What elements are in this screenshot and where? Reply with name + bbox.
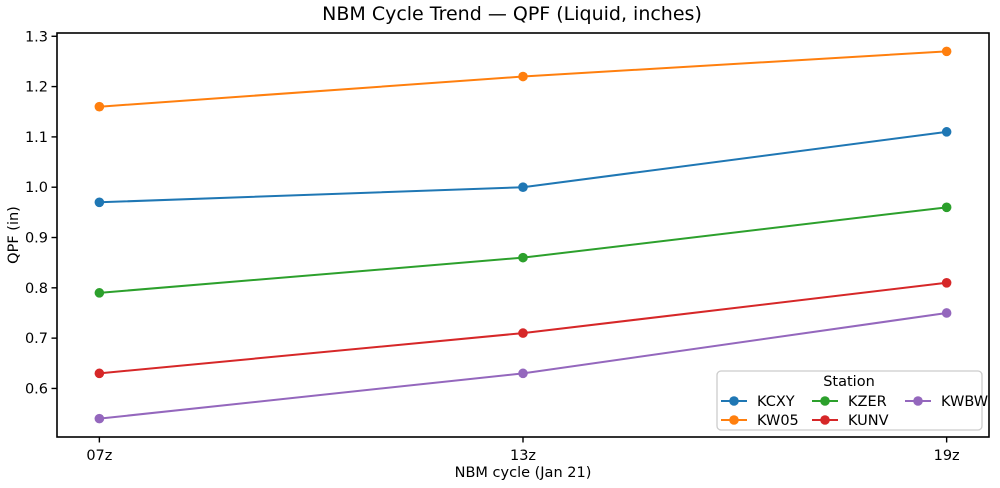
x-axis-label: NBM cycle (Jan 21) [455, 465, 592, 481]
data-point-marker [941, 46, 952, 57]
legend-marker [820, 396, 830, 406]
legend-entry-KCXY: KCXY [721, 394, 795, 410]
legend-marker [729, 396, 739, 406]
data-point-marker [518, 182, 528, 193]
legend-entry-KUNV: KUNV [812, 413, 889, 429]
y-tick-label: 1.1 [25, 130, 48, 146]
series-KW05 [94, 46, 952, 112]
legend: Station KCXY KW05 KZER KUNV KWBW [716, 370, 988, 431]
series-KZER [94, 202, 952, 298]
data-point-marker [518, 328, 528, 338]
legend-marker [913, 396, 923, 406]
legend-marker [729, 415, 739, 425]
chart-title: NBM Cycle Trend — QPF (Liquid, inches) [322, 3, 702, 25]
y-tick-label: 0.9 [25, 231, 48, 247]
legend-label: KZER [848, 394, 887, 410]
data-point-marker [94, 197, 105, 208]
data-point-marker [94, 368, 105, 379]
data-point-marker [941, 308, 952, 318]
y-tick-label: 0.6 [25, 381, 48, 397]
legend-entry-KW05: KW05 [721, 413, 799, 429]
legend-title: Station [823, 374, 875, 390]
legend-label: KWBW [941, 394, 988, 410]
data-point-marker [94, 288, 105, 298]
y-tick-label: 1.2 [25, 80, 48, 96]
data-point-marker [941, 127, 952, 137]
data-point-marker [941, 277, 952, 288]
data-point-marker [518, 252, 528, 263]
legend-entry-KWBW: KWBW [905, 394, 988, 410]
data-point-marker [94, 413, 105, 424]
y-axis-label: QPF (in) [6, 206, 22, 264]
legend-label: KUNV [848, 413, 889, 429]
y-tick-label: 0.7 [25, 331, 48, 347]
data-point-marker [941, 202, 952, 213]
y-tick-label: 1.3 [25, 29, 48, 45]
y-tick-label: 1.0 [25, 180, 48, 196]
x-tick-label: 13z [510, 448, 536, 464]
legend-box [716, 370, 983, 431]
series-KUNV [94, 277, 952, 379]
y-tick-label: 0.8 [25, 281, 48, 297]
series-KCXY [94, 127, 952, 208]
legend-marker [820, 415, 830, 425]
legend-label: KCXY [757, 394, 795, 410]
plot-area: 0.6 0.7 0.8 0.9 1.0 1.1 1.2 1.3 07z 13z 19z Station… [25, 29, 990, 464]
legend-entry-KZER: KZER [812, 394, 887, 410]
x-tick-label: 07z [86, 448, 112, 464]
data-point-marker [518, 71, 528, 82]
x-tick-label: 19z [934, 448, 960, 464]
series-KWBW [94, 308, 952, 424]
legend-label: KW05 [757, 413, 799, 429]
data-point-marker [94, 101, 105, 112]
data-point-marker [518, 368, 528, 379]
